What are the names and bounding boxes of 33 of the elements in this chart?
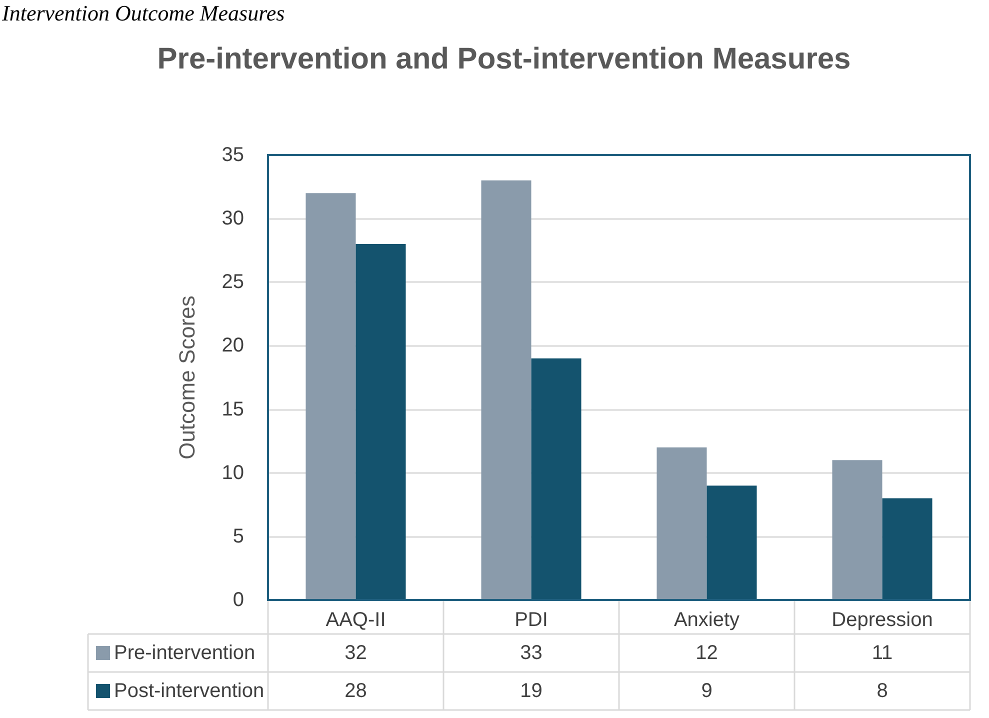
y-tick-label: 20 bbox=[222, 334, 244, 357]
bar bbox=[306, 193, 356, 600]
data-label: 9 bbox=[701, 680, 712, 702]
x-tick-label: Anxiety bbox=[674, 609, 740, 631]
y-tick-label: 10 bbox=[222, 462, 244, 484]
bar bbox=[531, 358, 582, 600]
bar bbox=[481, 180, 532, 600]
y-tick-label: 25 bbox=[222, 271, 244, 294]
y-tick-label: 15 bbox=[222, 398, 244, 420]
x-tick-label: Depression bbox=[832, 609, 933, 631]
x-tick-label: PDI bbox=[514, 609, 548, 631]
text: Intervention Outcome Measures bbox=[1, 0, 285, 26]
data-label: 11 bbox=[872, 642, 893, 664]
x-tick-label: AAQ-II bbox=[326, 609, 386, 631]
y-tick-label: 5 bbox=[232, 525, 244, 548]
data-label: 33 bbox=[520, 642, 542, 664]
data-label: 19 bbox=[520, 680, 542, 702]
y-tick-label: 35 bbox=[222, 144, 244, 166]
data-label: 12 bbox=[696, 642, 718, 664]
y-axis-title: Outcome Scores bbox=[174, 296, 200, 460]
bar bbox=[356, 244, 406, 600]
bar bbox=[656, 447, 707, 600]
y-tick-label: 30 bbox=[222, 208, 244, 230]
bar bbox=[882, 498, 932, 600]
chart-title: Pre-intervention and Post-intervention Measures bbox=[157, 42, 851, 76]
bar bbox=[706, 486, 757, 600]
y-tick-label: 0 bbox=[232, 589, 244, 611]
legend-label: Pre-intervention bbox=[114, 642, 256, 664]
data-label: 28 bbox=[344, 680, 367, 702]
data-label: 32 bbox=[344, 642, 367, 664]
legend-label: Post-intervention bbox=[114, 680, 264, 702]
data-label: 8 bbox=[876, 680, 888, 702]
bar bbox=[832, 460, 882, 600]
